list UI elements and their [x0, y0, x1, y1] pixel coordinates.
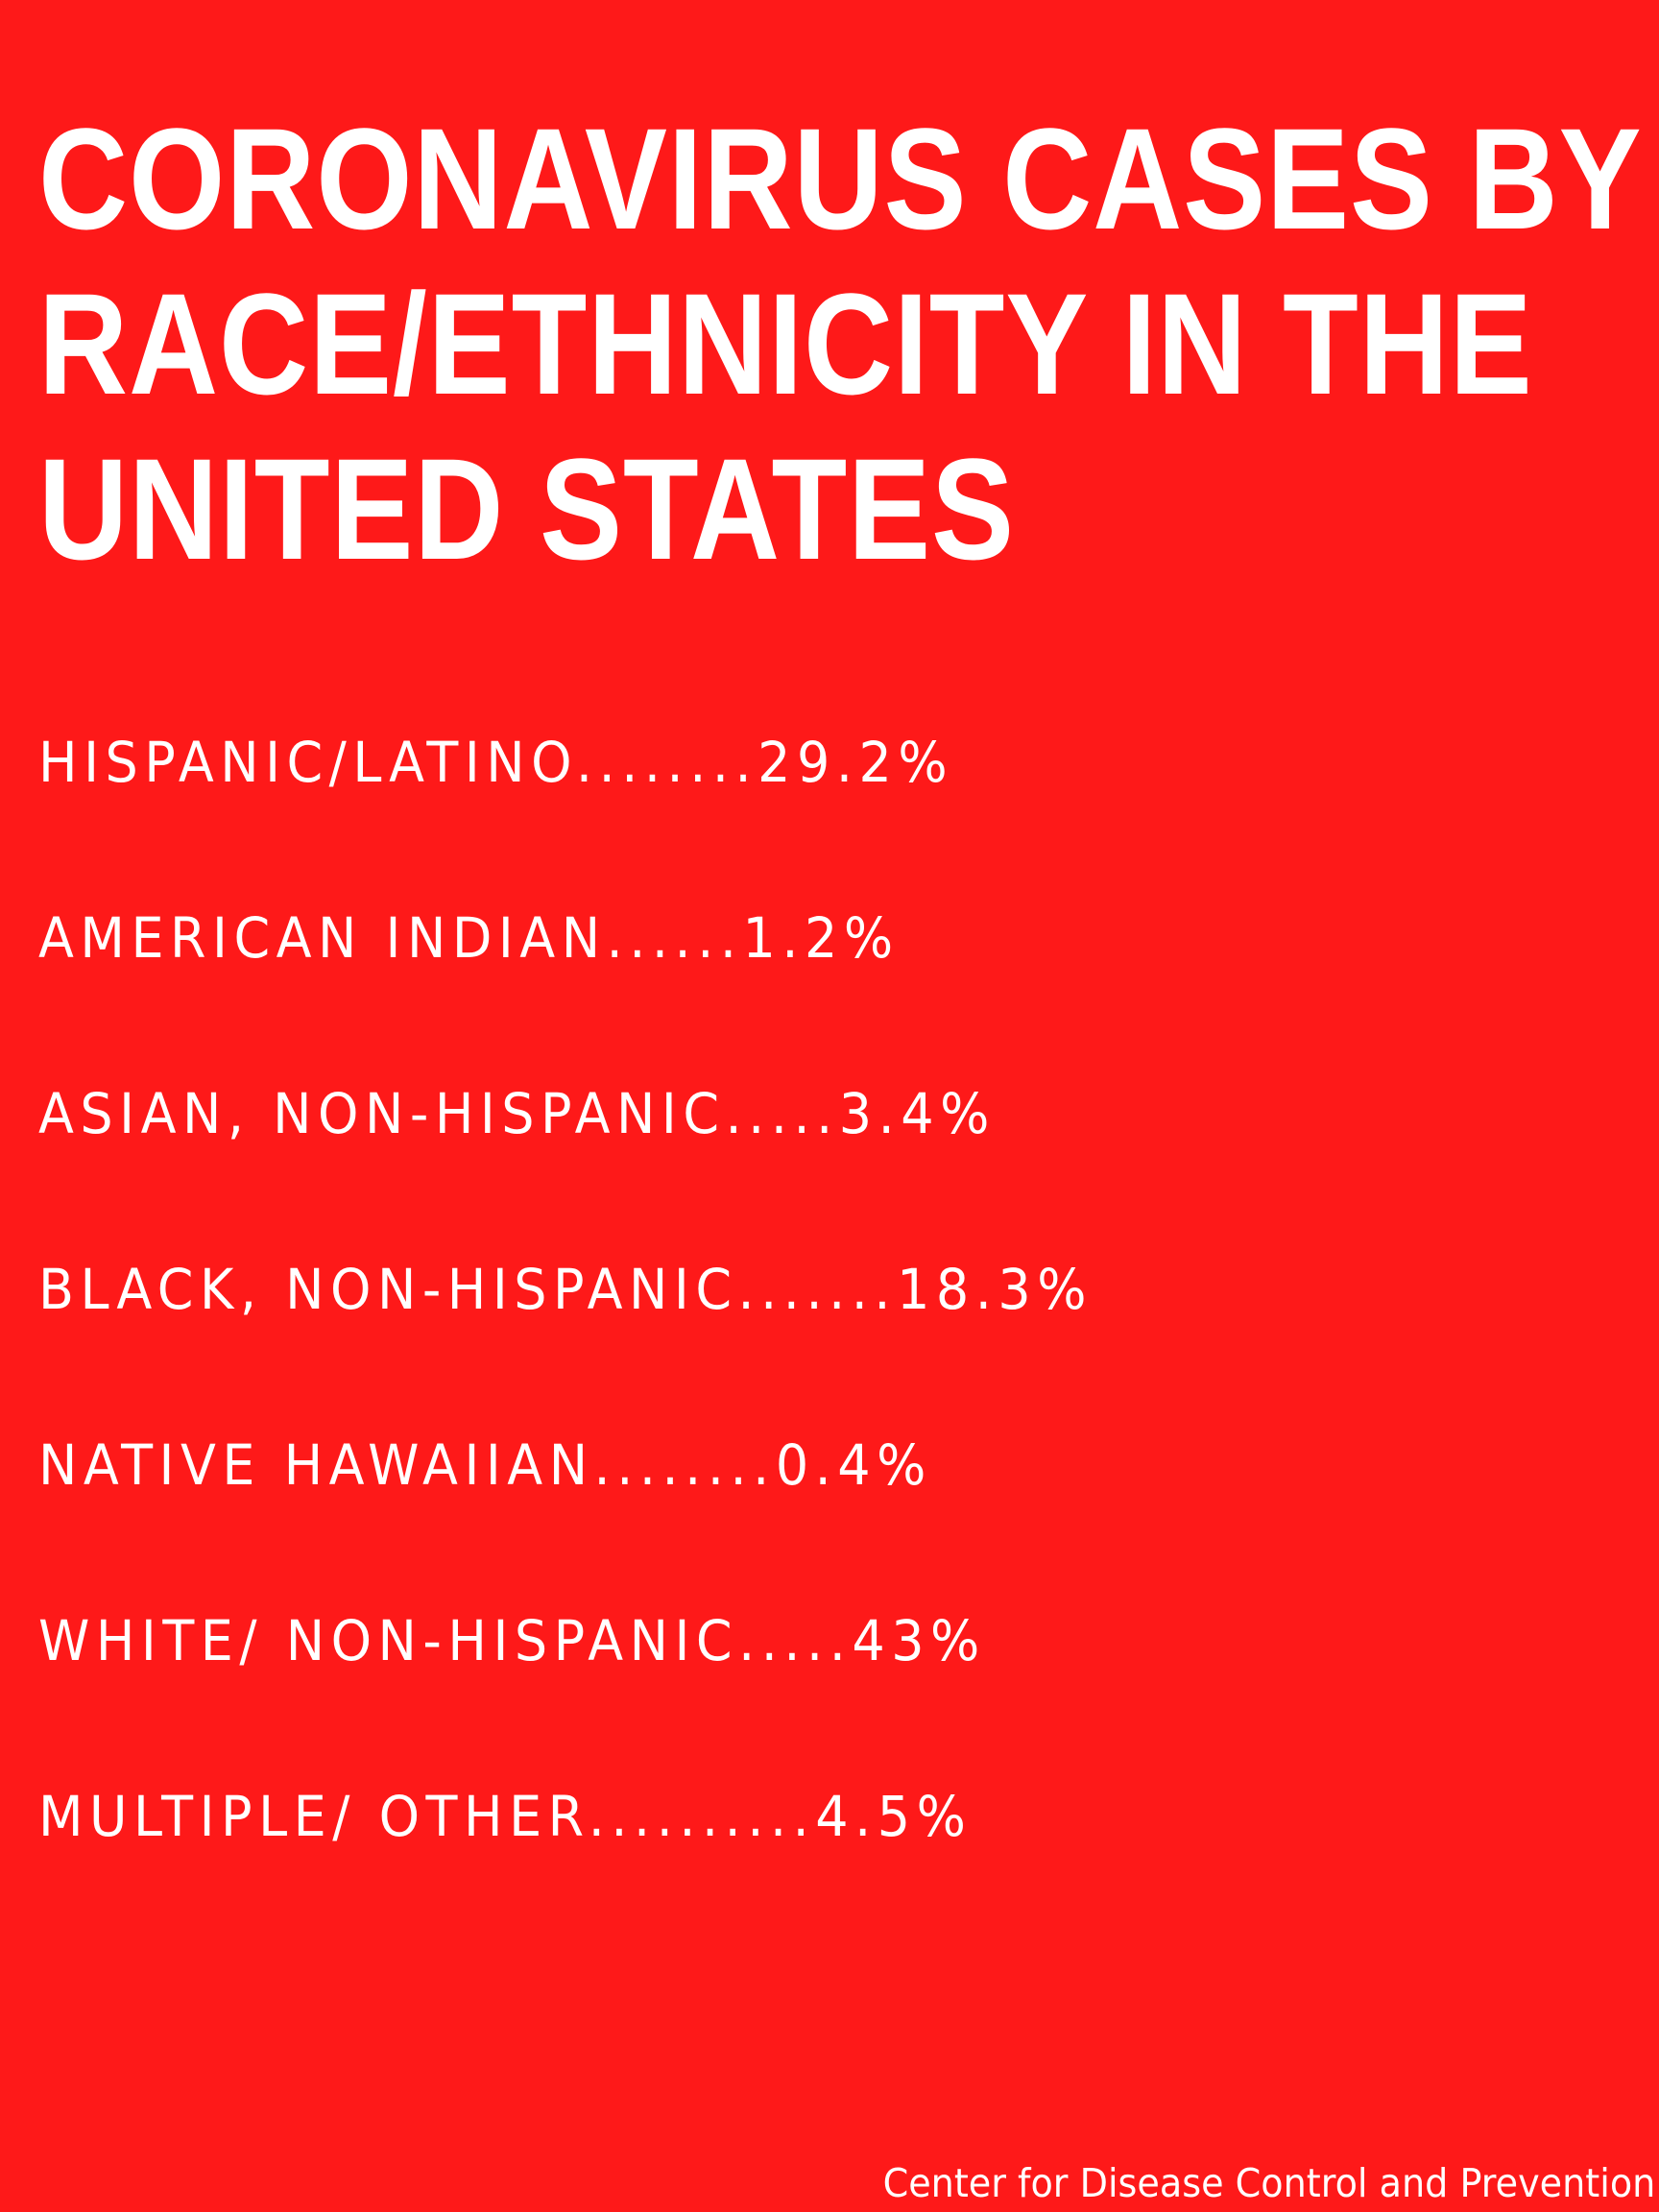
- stat-text: BLACK, NON-HISPANIC.......18.3%: [38, 1249, 1521, 1330]
- stat-value: 29.2%: [757, 730, 954, 795]
- stat-text: AMERICAN INDIAN......1.2%: [38, 898, 1521, 978]
- stat-label: MULTIPLE/ OTHER: [38, 1784, 589, 1849]
- stat-text: MULTIPLE/ OTHER..........4.5%: [38, 1776, 1521, 1857]
- title-line-2: RACE/ETHNICITY IN THE: [38, 263, 1533, 424]
- stat-value: 18.3%: [897, 1257, 1094, 1322]
- stat-row-hispanic-latino: HISPANIC/LATINO........29.2%: [38, 722, 1632, 898]
- stat-leader-dots: .....: [725, 1081, 839, 1146]
- stat-text: WHITE/ NON-HISPANIC.....43%: [38, 1600, 1521, 1681]
- stat-value: 3.4%: [838, 1081, 996, 1146]
- stat-row-native-hawaiian: NATIVE HAWAIIAN........0.4%: [38, 1425, 1632, 1600]
- stat-label: HISPANIC/LATINO: [38, 730, 576, 795]
- stats-list: HISPANIC/LATINO........29.2% AMERICAN IN…: [38, 722, 1632, 1952]
- stat-leader-dots: ..........: [588, 1784, 816, 1849]
- stat-value: 43%: [852, 1608, 986, 1673]
- stat-leader-dots: .....: [738, 1608, 853, 1673]
- stat-value: 4.5%: [815, 1784, 973, 1849]
- stat-label: AMERICAN INDIAN: [38, 905, 607, 971]
- poster-title: CORONAVIRUS CASES BY RACE/ETHNICITY IN T…: [38, 96, 1643, 591]
- stat-text: ASIAN, NON-HISPANIC.....3.4%: [38, 1073, 1521, 1154]
- stat-text: HISPANIC/LATINO........29.2%: [38, 722, 1521, 803]
- stat-row-multiple-other: MULTIPLE/ OTHER..........4.5%: [38, 1776, 1632, 1952]
- stat-label: ASIAN, NON-HISPANIC: [38, 1081, 726, 1146]
- stat-value: 1.2%: [742, 905, 900, 971]
- stat-value: 0.4%: [775, 1432, 932, 1498]
- stat-leader-dots: ......: [606, 905, 743, 971]
- stat-row-asian-non-hispanic: ASIAN, NON-HISPANIC.....3.4%: [38, 1073, 1632, 1249]
- stat-label: BLACK, NON-HISPANIC: [38, 1257, 738, 1322]
- stat-label: WHITE/ NON-HISPANIC: [38, 1608, 739, 1673]
- stat-row-american-indian: AMERICAN INDIAN......1.2%: [38, 898, 1632, 1073]
- stat-leader-dots: ........: [593, 1432, 776, 1498]
- title-line-1: CORONAVIRUS CASES BY: [38, 98, 1643, 259]
- stat-text: NATIVE HAWAIIAN........0.4%: [38, 1425, 1521, 1505]
- title-line-3: UNITED STATES: [38, 428, 1015, 589]
- stat-leader-dots: .......: [737, 1257, 898, 1322]
- stat-row-black-non-hispanic: BLACK, NON-HISPANIC.......18.3%: [38, 1249, 1632, 1425]
- stat-leader-dots: ........: [575, 730, 758, 795]
- source-credit: Center for Disease Control and Preventio…: [882, 2160, 1655, 2206]
- stat-row-white-non-hispanic: WHITE/ NON-HISPANIC.....43%: [38, 1600, 1632, 1776]
- stat-label: NATIVE HAWAIIAN: [38, 1432, 594, 1498]
